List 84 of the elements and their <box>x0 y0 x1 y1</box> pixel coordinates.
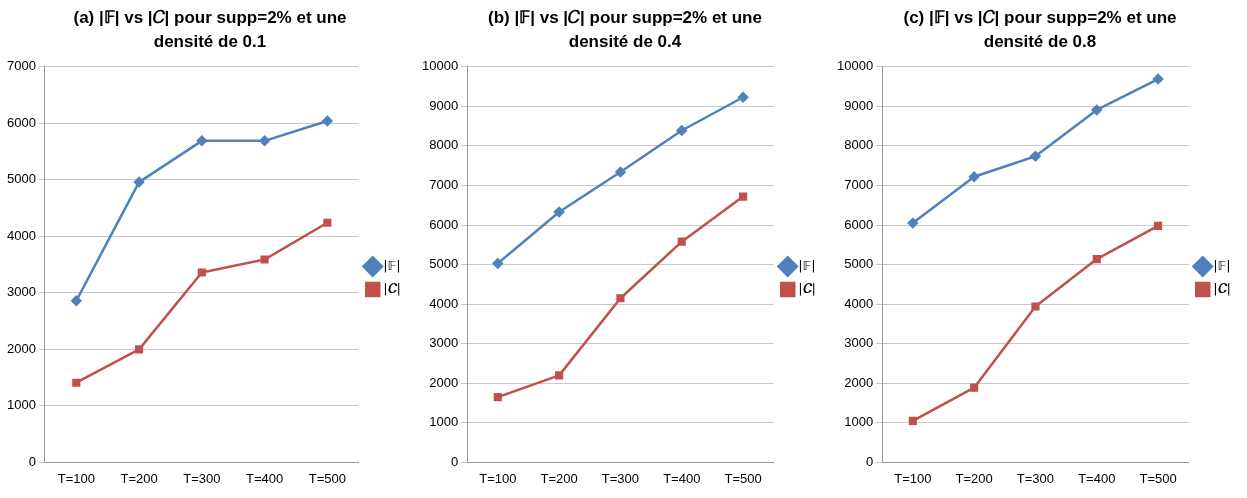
y-tick-label: 0 <box>28 453 36 469</box>
x-tick-label: T=300 <box>183 470 221 486</box>
x-tick-label: T=400 <box>1078 470 1116 486</box>
y-tick-label: 3000 <box>844 335 874 351</box>
x-tick-label: T=200 <box>120 470 158 486</box>
y-tick-label: 2000 <box>7 340 36 356</box>
point <box>1030 150 1041 162</box>
point <box>555 371 564 380</box>
x-tick-label: T=300 <box>601 470 640 486</box>
y-tick-label: 2000 <box>429 374 459 390</box>
point <box>616 294 625 303</box>
point <box>323 218 332 227</box>
y-tick-label: 9000 <box>844 97 874 113</box>
x-tick-label: T=100 <box>894 470 932 486</box>
y-tick-label: 4000 <box>429 295 459 311</box>
point <box>676 125 688 136</box>
chart-title: (c) |𝔽| vs |𝐶| pour supp=2% et une densité de 0.8 <box>902 7 1178 53</box>
x-tick-label: T=500 <box>1139 470 1177 486</box>
point <box>553 206 565 218</box>
x-tick-label: T=500 <box>308 470 346 486</box>
point <box>907 217 919 229</box>
y-tick-label: 10000 <box>421 58 459 74</box>
point <box>259 135 270 147</box>
point <box>739 192 748 201</box>
y-tick-label: 1000 <box>844 414 874 430</box>
y-tick-label: 6000 <box>7 114 36 130</box>
point <box>71 295 82 307</box>
y-tick-label: 9000 <box>429 97 459 113</box>
y-tick-label: 10000 <box>836 58 874 74</box>
y-tick-label: 8000 <box>844 137 874 153</box>
y-tick-label: 4000 <box>844 295 874 311</box>
point <box>1154 221 1163 230</box>
x-tick-label: T=200 <box>955 470 993 486</box>
y-tick-label: 5000 <box>7 171 36 187</box>
y-tick-label: 0 <box>450 453 459 469</box>
chart-title: (a) |𝔽| vs |𝐶| pour supp=2% et une densité de 0.1 <box>72 7 348 53</box>
x-tick-label: T=500 <box>724 470 762 486</box>
legend-label: |𝑪| <box>798 280 817 296</box>
x-tick-label: T=200 <box>540 470 578 486</box>
point <box>737 92 749 103</box>
x-tick-label: T=400 <box>663 470 701 486</box>
point <box>72 378 81 387</box>
y-tick-label: 6000 <box>844 216 874 232</box>
point <box>970 383 979 392</box>
y-tick-label: 2000 <box>844 374 874 390</box>
y-tick-label: 7000 <box>429 177 459 193</box>
y-tick-label: 1000 <box>429 414 459 430</box>
point <box>1031 302 1040 311</box>
point <box>492 258 504 269</box>
point <box>968 171 980 183</box>
point <box>196 135 208 147</box>
point <box>134 345 144 354</box>
legend-label: |𝑪| <box>1213 280 1232 296</box>
y-tick-label: 8000 <box>429 137 459 153</box>
point <box>133 176 145 188</box>
legend-label: |𝑪| <box>383 280 402 296</box>
y-tick-label: 3000 <box>7 284 36 300</box>
y-tick-label: 1000 <box>7 397 36 413</box>
point <box>1092 254 1101 264</box>
y-tick-label: 7000 <box>7 58 36 74</box>
point <box>322 115 333 127</box>
point <box>677 237 686 246</box>
y-tick-label: 3000 <box>429 335 459 351</box>
point <box>908 416 917 425</box>
point <box>1152 73 1164 85</box>
y-tick-label: 7000 <box>844 177 874 193</box>
point <box>197 268 206 277</box>
legend-label: |𝔽| <box>798 257 816 273</box>
y-tick-label: 4000 <box>7 227 36 243</box>
x-tick-label: T=400 <box>245 470 284 486</box>
y-tick-label: 6000 <box>429 216 459 232</box>
x-tick-label: T=100 <box>57 470 95 486</box>
y-tick-label: 0 <box>865 453 874 469</box>
chart-title: (b) |𝔽| vs |𝐶| pour supp=2% et une densité de 0.4 <box>487 7 763 53</box>
x-tick-label: T=100 <box>479 470 517 486</box>
legend-label: |𝔽| <box>1213 257 1231 273</box>
y-tick-label: 5000 <box>844 256 874 272</box>
x-tick-label: T=300 <box>1016 470 1055 486</box>
y-tick-label: 5000 <box>429 256 459 272</box>
legend-label: |𝔽| <box>383 257 401 273</box>
point <box>1091 104 1103 116</box>
point <box>260 255 269 264</box>
point <box>493 393 502 402</box>
point <box>615 166 626 178</box>
